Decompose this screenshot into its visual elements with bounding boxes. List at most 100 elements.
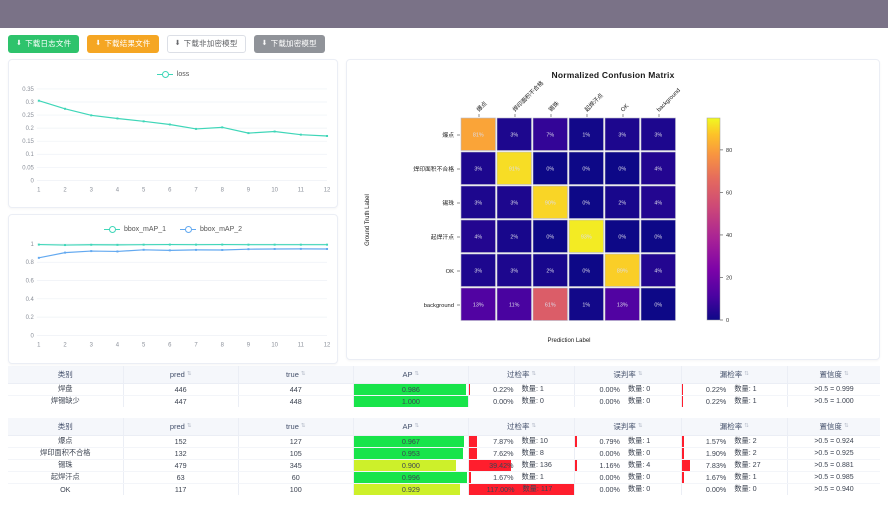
column-header-1[interactable]: pred ⇅ — [123, 418, 239, 436]
svg-text:10: 10 — [271, 187, 278, 193]
cell-over-rate: 0.22% 数量: 1 — [468, 383, 576, 396]
svg-text:60: 60 — [726, 190, 732, 196]
metrics-table-top: 类别 pred ⇅ true ⇅ AP ⇅ 过检率 ⇅ 误判率 ⇅ 漏检率 ⇅ 置信度 ⇅ 焊盘 446 447… — [8, 366, 880, 407]
rate-percent: 0.00% — [493, 396, 514, 406]
cell-misjudge-rate: 0.00% 数量: 0 — [574, 447, 682, 460]
table-row: OK 117 100 0.929 117.00% 数量: 117 0.00% 数量: 0 0.0… — [8, 483, 880, 495]
column-header-6[interactable]: 漏检率 ⇅ — [681, 418, 789, 436]
cell-true: 448 — [238, 395, 354, 407]
cell-miss-rate: 0.22% 数量: 1 — [681, 395, 789, 407]
svg-text:起焊汗点: 起焊汗点 — [583, 91, 605, 113]
sort-icon[interactable]: ⇅ — [744, 371, 749, 378]
legend-item-bbox-map-1[interactable]: bbox_mAP_1 — [103, 225, 166, 233]
ap-value: 0.900 — [401, 460, 420, 470]
column-header-1[interactable]: pred ⇅ — [123, 366, 239, 384]
svg-text:90%: 90% — [545, 200, 556, 206]
sort-icon[interactable]: ⇅ — [843, 371, 849, 378]
loss-chart-plot: 00.050.10.150.20.250.30.351 2 3 4 5 6 7 8 9 10 11 1… — [22, 87, 331, 193]
cell-true: 447 — [238, 383, 354, 396]
column-header-label: 置信度 — [819, 369, 842, 379]
svg-text:0.8: 0.8 — [26, 260, 35, 266]
rate-count: 数量: 136 — [521, 460, 552, 469]
sort-icon[interactable]: ⇅ — [637, 423, 643, 430]
svg-text:0%: 0% — [582, 166, 590, 172]
top-bar — [0, 0, 888, 28]
rate-percent: 0.22% — [493, 384, 514, 394]
cell-confidence: >0.5 = 0.999 — [787, 383, 880, 396]
table-row: 锡珠 479 345 0.900 39.42% 数量: 136 1.16% 数量: 4 7.83… — [8, 459, 880, 472]
rate-bar — [681, 435, 684, 446]
column-header-7[interactable]: 置信度 ⇅ — [787, 366, 880, 384]
sort-icon[interactable]: ⇅ — [186, 423, 192, 430]
column-header-7[interactable]: 置信度 ⇅ — [787, 418, 880, 436]
column-header-4[interactable]: 过检率 ⇅ — [468, 418, 576, 436]
legend-item-loss[interactable]: loss — [156, 70, 190, 78]
sort-icon[interactable]: ⇅ — [186, 371, 192, 378]
svg-text:2%: 2% — [618, 200, 626, 206]
column-header-label: 误判率 — [613, 369, 636, 379]
confusion-matrix-title: Normalized Confusion Matrix — [551, 70, 675, 80]
charts-area: loss 0 0.05 0.1 0.15 0.2 0.25 0.3 0.35 1 2 3 4 5 6 7 8 9… — [0, 59, 888, 364]
rate-count: 数量: 0 — [627, 484, 651, 494]
rate-percent: 0.00% — [705, 484, 727, 494]
button-label: 下载日志文件 — [25, 38, 72, 48]
svg-text:2: 2 — [63, 343, 67, 349]
ap-bar — [353, 459, 457, 470]
legend-item-bbox-map-2[interactable]: bbox_mAP_2 — [180, 225, 243, 233]
column-header-3[interactable]: AP ⇅ — [353, 418, 469, 436]
column-header-0[interactable]: 类别 — [8, 366, 124, 384]
svg-text:1%: 1% — [582, 302, 590, 308]
column-header-3[interactable]: AP ⇅ — [353, 366, 469, 384]
column-header-label: 类别 — [57, 421, 73, 431]
sort-icon[interactable]: ⇅ — [414, 423, 420, 430]
svg-text:4: 4 — [116, 187, 120, 193]
column-header-6[interactable]: 漏检率 ⇅ — [681, 366, 789, 384]
column-header-2[interactable]: true ⇅ — [238, 366, 354, 384]
svg-text:0%: 0% — [582, 200, 590, 206]
cell-ap: 1.000 — [353, 395, 469, 407]
legend-label: bbox_mAP_2 — [200, 225, 243, 233]
sort-icon[interactable]: ⇅ — [843, 423, 849, 430]
cell-ap: 0.953 — [353, 447, 469, 460]
cell-category: 爆点 — [8, 435, 124, 448]
rate-count: 数量: 2 — [734, 436, 757, 445]
sort-icon[interactable]: ⇅ — [300, 423, 306, 430]
rate-bar — [575, 459, 577, 470]
column-header-label: true — [285, 369, 299, 379]
sort-icon[interactable]: ⇅ — [637, 371, 643, 378]
sort-icon[interactable]: ⇅ — [414, 371, 420, 378]
download-encrypted-model-button[interactable]: ⬇ 下载加密模型 — [253, 34, 325, 53]
button-label: 下载非加密模型 — [183, 38, 238, 48]
svg-text:7%: 7% — [546, 132, 554, 138]
column-header-5[interactable]: 误判率 ⇅ — [574, 418, 682, 436]
ap-bar — [353, 483, 460, 495]
download-icon: ⬇ — [16, 40, 23, 47]
column-header-5[interactable]: 误判率 ⇅ — [574, 366, 682, 384]
cell-misjudge-rate: 0.00% 数量: 0 — [574, 483, 682, 495]
svg-text:0.2: 0.2 — [26, 126, 35, 132]
svg-text:9: 9 — [247, 343, 251, 349]
svg-text:3%: 3% — [474, 268, 482, 274]
column-header-0[interactable]: 类别 — [8, 418, 124, 436]
loss-chart-legend: loss — [11, 67, 335, 81]
legend-label: loss — [176, 70, 190, 78]
download-log-file-button[interactable]: ⬇ 下载日志文件 — [8, 34, 80, 53]
rate-bar — [681, 459, 691, 470]
column-header-4[interactable]: 过检率 ⇅ — [468, 366, 576, 384]
download-result-file-button[interactable]: ⬇ 下载结果文件 — [87, 34, 159, 53]
download-plain-model-button[interactable]: ⬇ 下载非加密模型 — [166, 34, 246, 53]
svg-text:4%: 4% — [654, 200, 662, 206]
cell-pred: 117 — [123, 483, 239, 495]
table-row: 焊锡缺少 447 448 1.000 0.00% 数量: 0 0.00% 数量: 0 0.22%… — [8, 395, 880, 407]
sort-icon[interactable]: ⇅ — [744, 423, 749, 430]
sort-icon[interactable]: ⇅ — [531, 423, 537, 430]
sort-icon[interactable]: ⇅ — [300, 371, 306, 378]
svg-text:0.6: 0.6 — [26, 279, 35, 285]
cell-over-rate: 117.00% 数量: 117 — [468, 483, 576, 495]
ap-value: 0.996 — [401, 472, 420, 482]
sort-icon[interactable]: ⇅ — [531, 371, 537, 378]
rate-count: 数量: 0 — [627, 472, 651, 481]
rate-count: 数量: 0 — [627, 384, 651, 393]
column-header-2[interactable]: true ⇅ — [238, 418, 354, 436]
